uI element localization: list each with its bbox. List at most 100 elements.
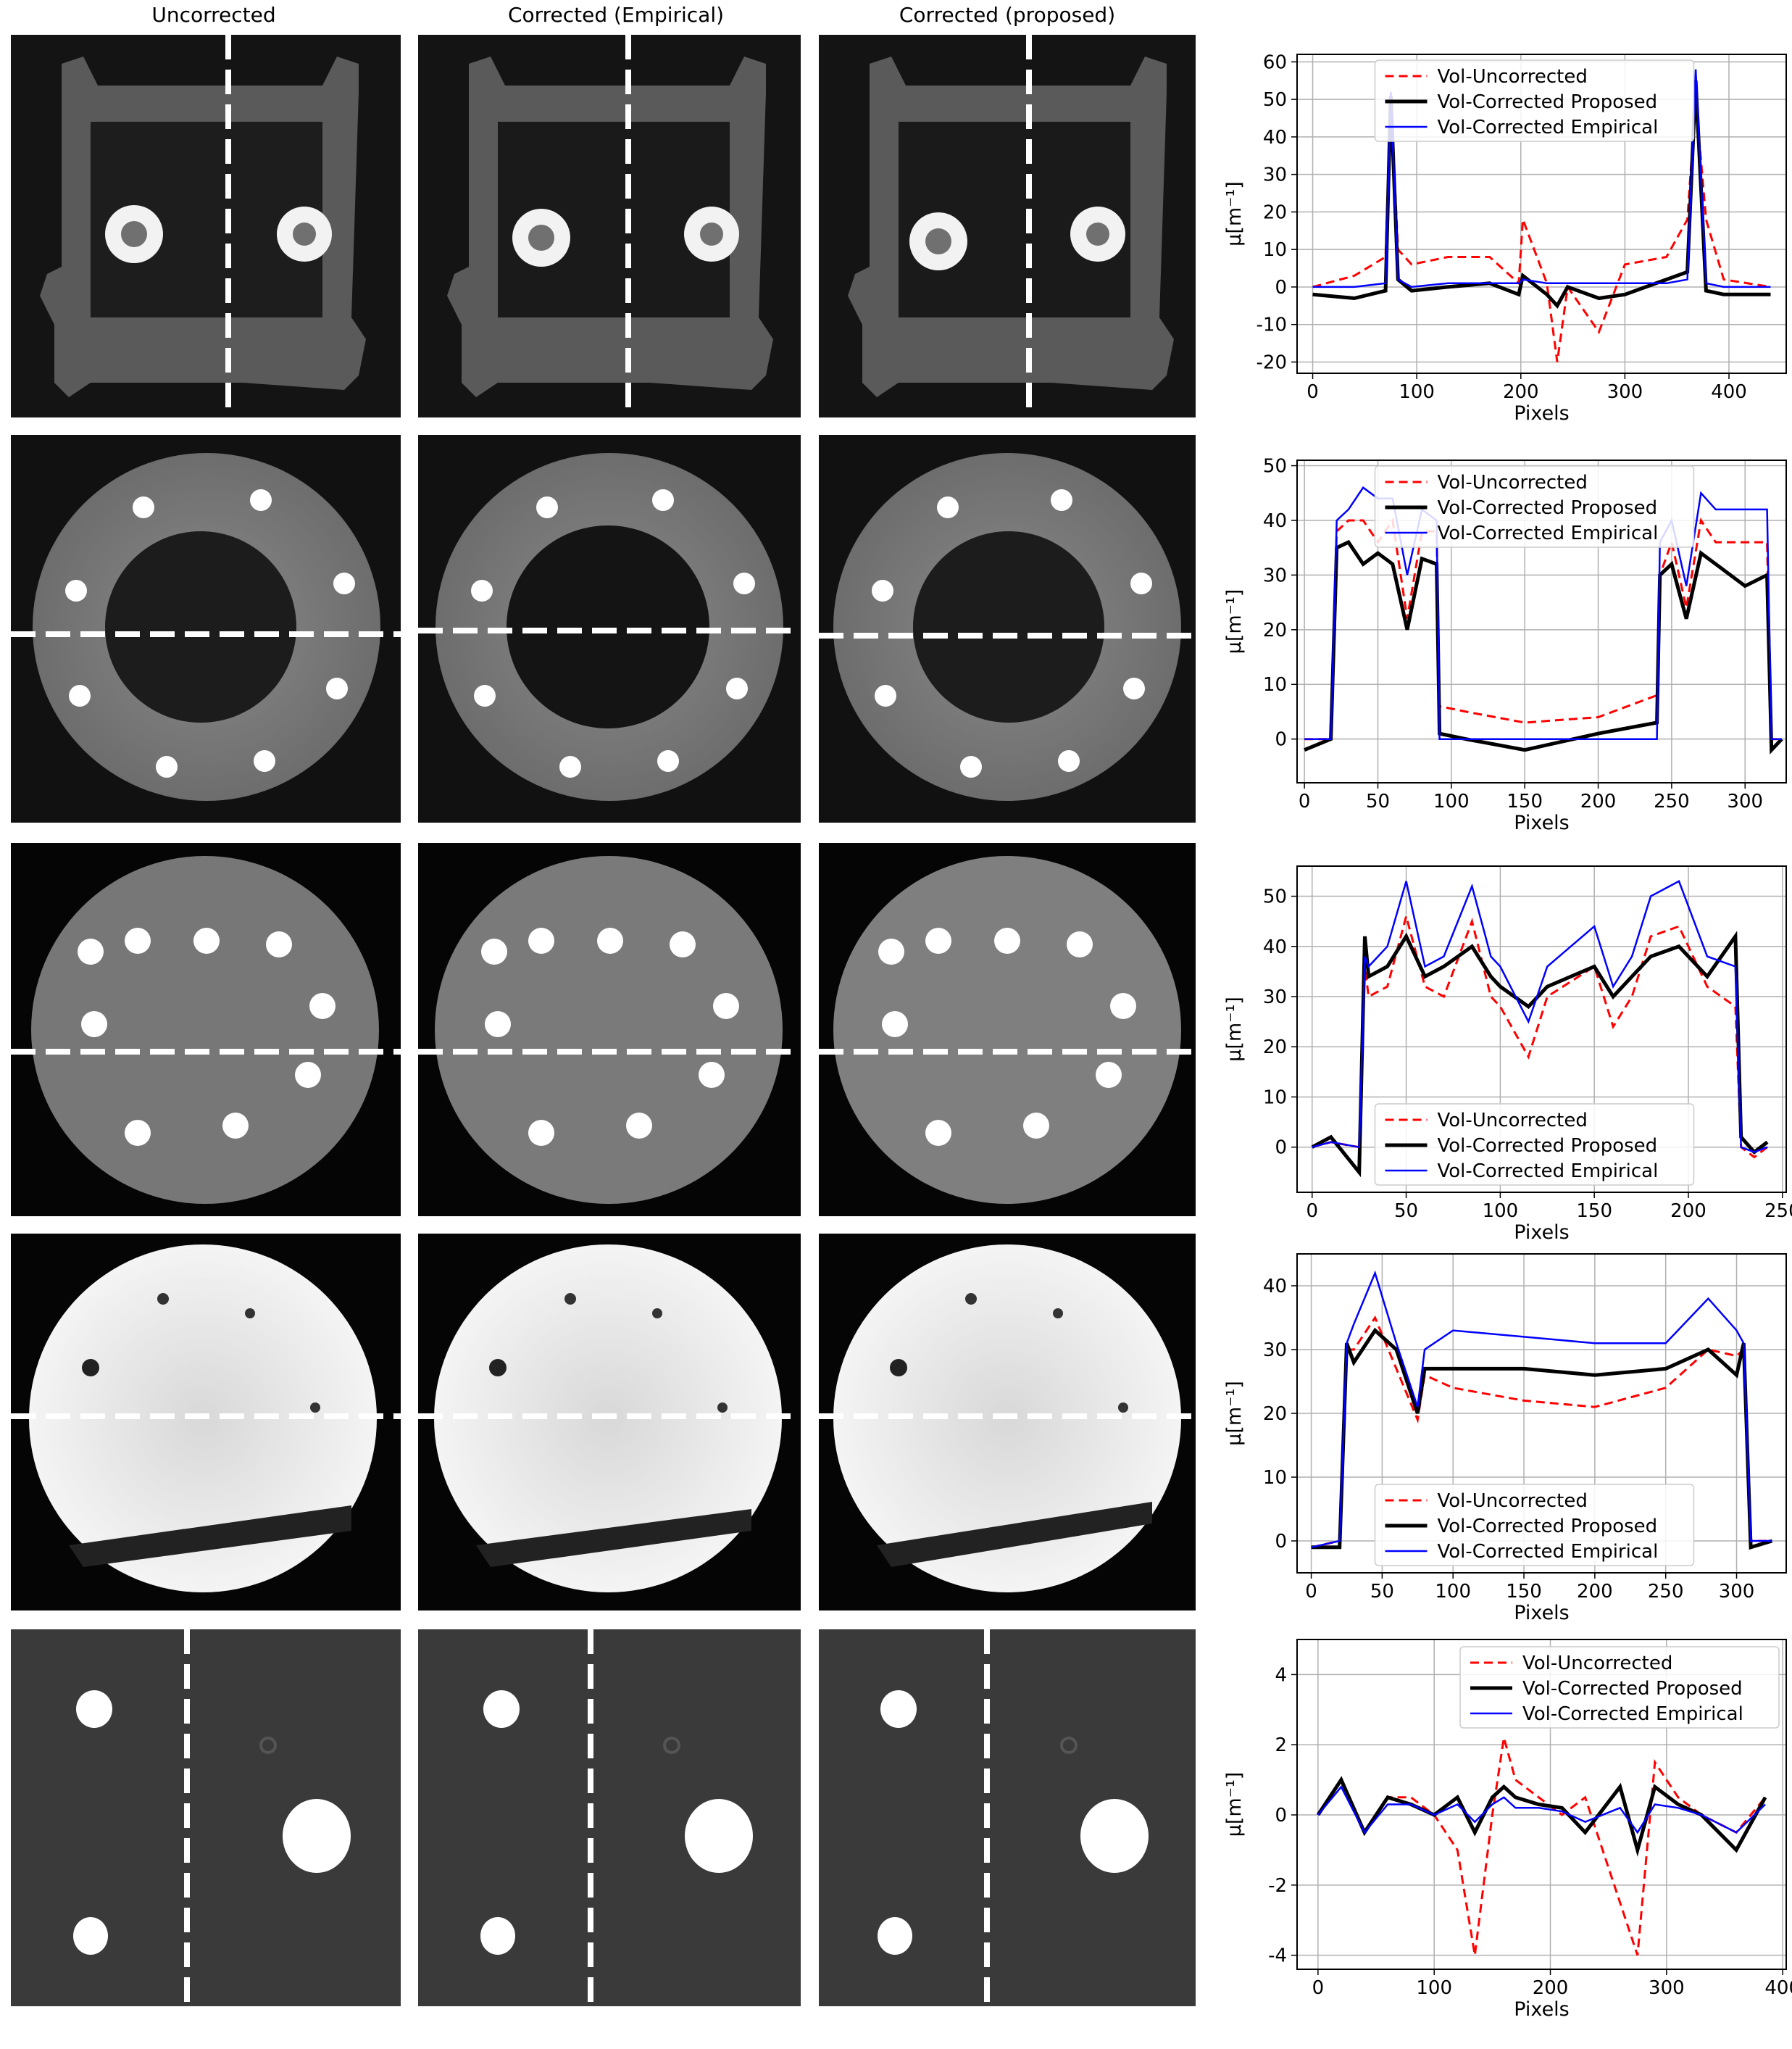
x-tick-label: 200 — [1503, 381, 1539, 403]
legend-label: Vol-Corrected Proposed — [1438, 91, 1658, 113]
series-line-1 — [1317, 1737, 1767, 1956]
series-line-2 — [1316, 1776, 1767, 1857]
x-tick-label: 100 — [1399, 381, 1435, 403]
x-tick-label: 200 — [1580, 791, 1617, 812]
chart-5: 0 100 200 300 400 -4 -2 0 2 4 Pixels μ[m⁻¹] Vol-Unco… — [1223, 1639, 1792, 2021]
x-tick-label: 100 — [1433, 791, 1470, 812]
y-tick-label: 30 — [1263, 986, 1287, 1008]
row4-images — [11, 1234, 1196, 1610]
y-axis-label: μ[m⁻¹] — [1223, 589, 1246, 654]
series-line-2 — [1311, 931, 1769, 1178]
y-tick-label: 0 — [1275, 277, 1287, 299]
plot-frame — [1296, 1253, 1787, 1574]
y-tick-label: 40 — [1263, 127, 1287, 149]
row3-images — [11, 843, 1196, 1216]
row5-images — [11, 1629, 1196, 2006]
series-line-3 — [1304, 486, 1782, 740]
legend-label: Vol-Corrected Proposed — [1438, 497, 1658, 519]
y-tick-label: 20 — [1263, 201, 1287, 223]
y-tick-label: -2 — [1268, 1875, 1287, 1897]
x-tick-label: 100 — [1416, 1977, 1452, 1999]
x-tick-label: 300 — [1649, 1977, 1685, 1999]
x-tick-label: 200 — [1533, 1977, 1569, 1999]
x-axis-label: Pixels — [1514, 1602, 1570, 1624]
legend: Vol-Uncorrected Vol-Corrected Proposed Vol… — [1459, 1646, 1780, 1729]
x-axis-label: Pixels — [1514, 1998, 1570, 2021]
x-axis-label: Pixels — [1514, 402, 1570, 425]
x-tick-label: 400 — [1764, 1977, 1792, 1999]
x-tick-label: 100 — [1483, 1200, 1519, 1222]
y-tick-label: 50 — [1263, 89, 1287, 111]
legend-label: Vol-Corrected Proposed — [1438, 1135, 1658, 1157]
row1-images — [11, 35, 1196, 417]
column-header-corrected-proposed: Corrected (proposed) — [899, 3, 1116, 27]
y-tick-label: 2 — [1275, 1734, 1287, 1756]
y-tick-label: 60 — [1263, 51, 1287, 73]
x-tick-label: 50 — [1370, 1581, 1394, 1603]
y-tick-label: 0 — [1275, 1805, 1287, 1826]
series-line-2 — [1304, 539, 1783, 755]
chart-1: 0 100 200 300 400 -20 -10 0 10 20 30 40 50 60 Pixels μ[… — [1223, 51, 1787, 425]
y-tick-label: -10 — [1257, 315, 1287, 336]
series-line-2 — [1311, 1327, 1773, 1550]
legend-label: Vol-Uncorrected — [1438, 1110, 1588, 1131]
y-tick-label: 50 — [1263, 886, 1287, 908]
legend-label: Vol-Corrected Empirical — [1438, 1160, 1659, 1182]
line-profile-charts: 0 100 200 300 400-20-100102030405060Pixelsμ[… — [1223, 51, 1792, 2021]
series-line-1 — [1304, 517, 1782, 741]
x-tick-label: 150 — [1576, 1200, 1612, 1222]
x-axis-label: Pixels — [1514, 812, 1570, 834]
x-tick-label: 0 — [1299, 791, 1311, 812]
y-axis-label: μ[m⁻¹] — [1223, 1381, 1246, 1446]
x-tick-label: 200 — [1670, 1200, 1706, 1222]
y-axis-label: μ[m⁻¹] — [1223, 997, 1246, 1062]
y-tick-label: 0 — [1275, 729, 1287, 751]
chart-4: 0 50 100 150 200 250 300 0 10 20 30 40 Pixels μ[m⁻¹] V… — [1223, 1253, 1787, 1624]
y-tick-label: -4 — [1268, 1945, 1287, 1967]
legend: Vol-Uncorrected Vol-Corrected Proposed Vol… — [1374, 59, 1695, 142]
x-axis-label: Pixels — [1514, 1221, 1570, 1244]
x-tick-label: 300 — [1719, 1581, 1755, 1603]
x-tick-label: 150 — [1506, 791, 1543, 812]
series-line-3 — [1311, 1270, 1772, 1549]
y-tick-label: 50 — [1263, 456, 1287, 478]
x-tick-label: 0 — [1306, 1200, 1318, 1222]
y-tick-label: 10 — [1263, 1467, 1287, 1489]
ct-image-grid — [11, 35, 1196, 2006]
x-tick-label: 300 — [1607, 381, 1643, 403]
y-tick-label: -20 — [1257, 352, 1287, 373]
series-line-3 — [1317, 1785, 1766, 1834]
series-line-1 — [1312, 912, 1768, 1159]
plot-frame — [1296, 460, 1787, 784]
column-header-uncorrected: Uncorrected — [151, 3, 276, 27]
y-tick-label: 20 — [1263, 1403, 1287, 1425]
y-axis-label: μ[m⁻¹] — [1223, 1772, 1246, 1837]
y-tick-label: 4 — [1275, 1664, 1287, 1686]
legend: Vol-Uncorrected Vol-Corrected Proposed Vol… — [1374, 465, 1695, 548]
y-tick-label: 20 — [1263, 1036, 1287, 1058]
x-tick-label: 0 — [1312, 1977, 1325, 1999]
y-tick-label: 40 — [1263, 936, 1287, 958]
legend-label: Vol-Uncorrected — [1438, 1490, 1588, 1512]
y-tick-label: 10 — [1263, 674, 1287, 696]
x-tick-label: 150 — [1506, 1581, 1542, 1603]
legend: Vol-Uncorrected Vol-Corrected Proposed Vol… — [1374, 1484, 1695, 1566]
legend-label: Vol-Uncorrected — [1438, 66, 1588, 88]
plot-frame — [1296, 865, 1787, 1193]
legend-label: Vol-Corrected Empirical — [1438, 523, 1659, 544]
y-tick-label: 30 — [1263, 1339, 1287, 1361]
column-header-corrected-empirical: Corrected (Empirical) — [507, 3, 725, 27]
x-tick-label: 400 — [1711, 381, 1747, 403]
y-tick-label: 0 — [1275, 1531, 1287, 1553]
x-tick-label: 0 — [1305, 1581, 1317, 1603]
series-line-3 — [1312, 880, 1768, 1153]
y-tick-label: 20 — [1263, 620, 1287, 641]
legend-label: Vol-Corrected Empirical — [1522, 1703, 1743, 1725]
y-tick-label: 40 — [1263, 1276, 1287, 1297]
y-tick-label: 0 — [1275, 1137, 1287, 1159]
plot-frame — [1296, 54, 1787, 374]
legend-label: Vol-Corrected Proposed — [1522, 1678, 1743, 1700]
legend-label: Vol-Corrected Empirical — [1438, 117, 1659, 138]
plot-frame — [1296, 1639, 1787, 1970]
x-tick-label: 250 — [1764, 1200, 1792, 1222]
